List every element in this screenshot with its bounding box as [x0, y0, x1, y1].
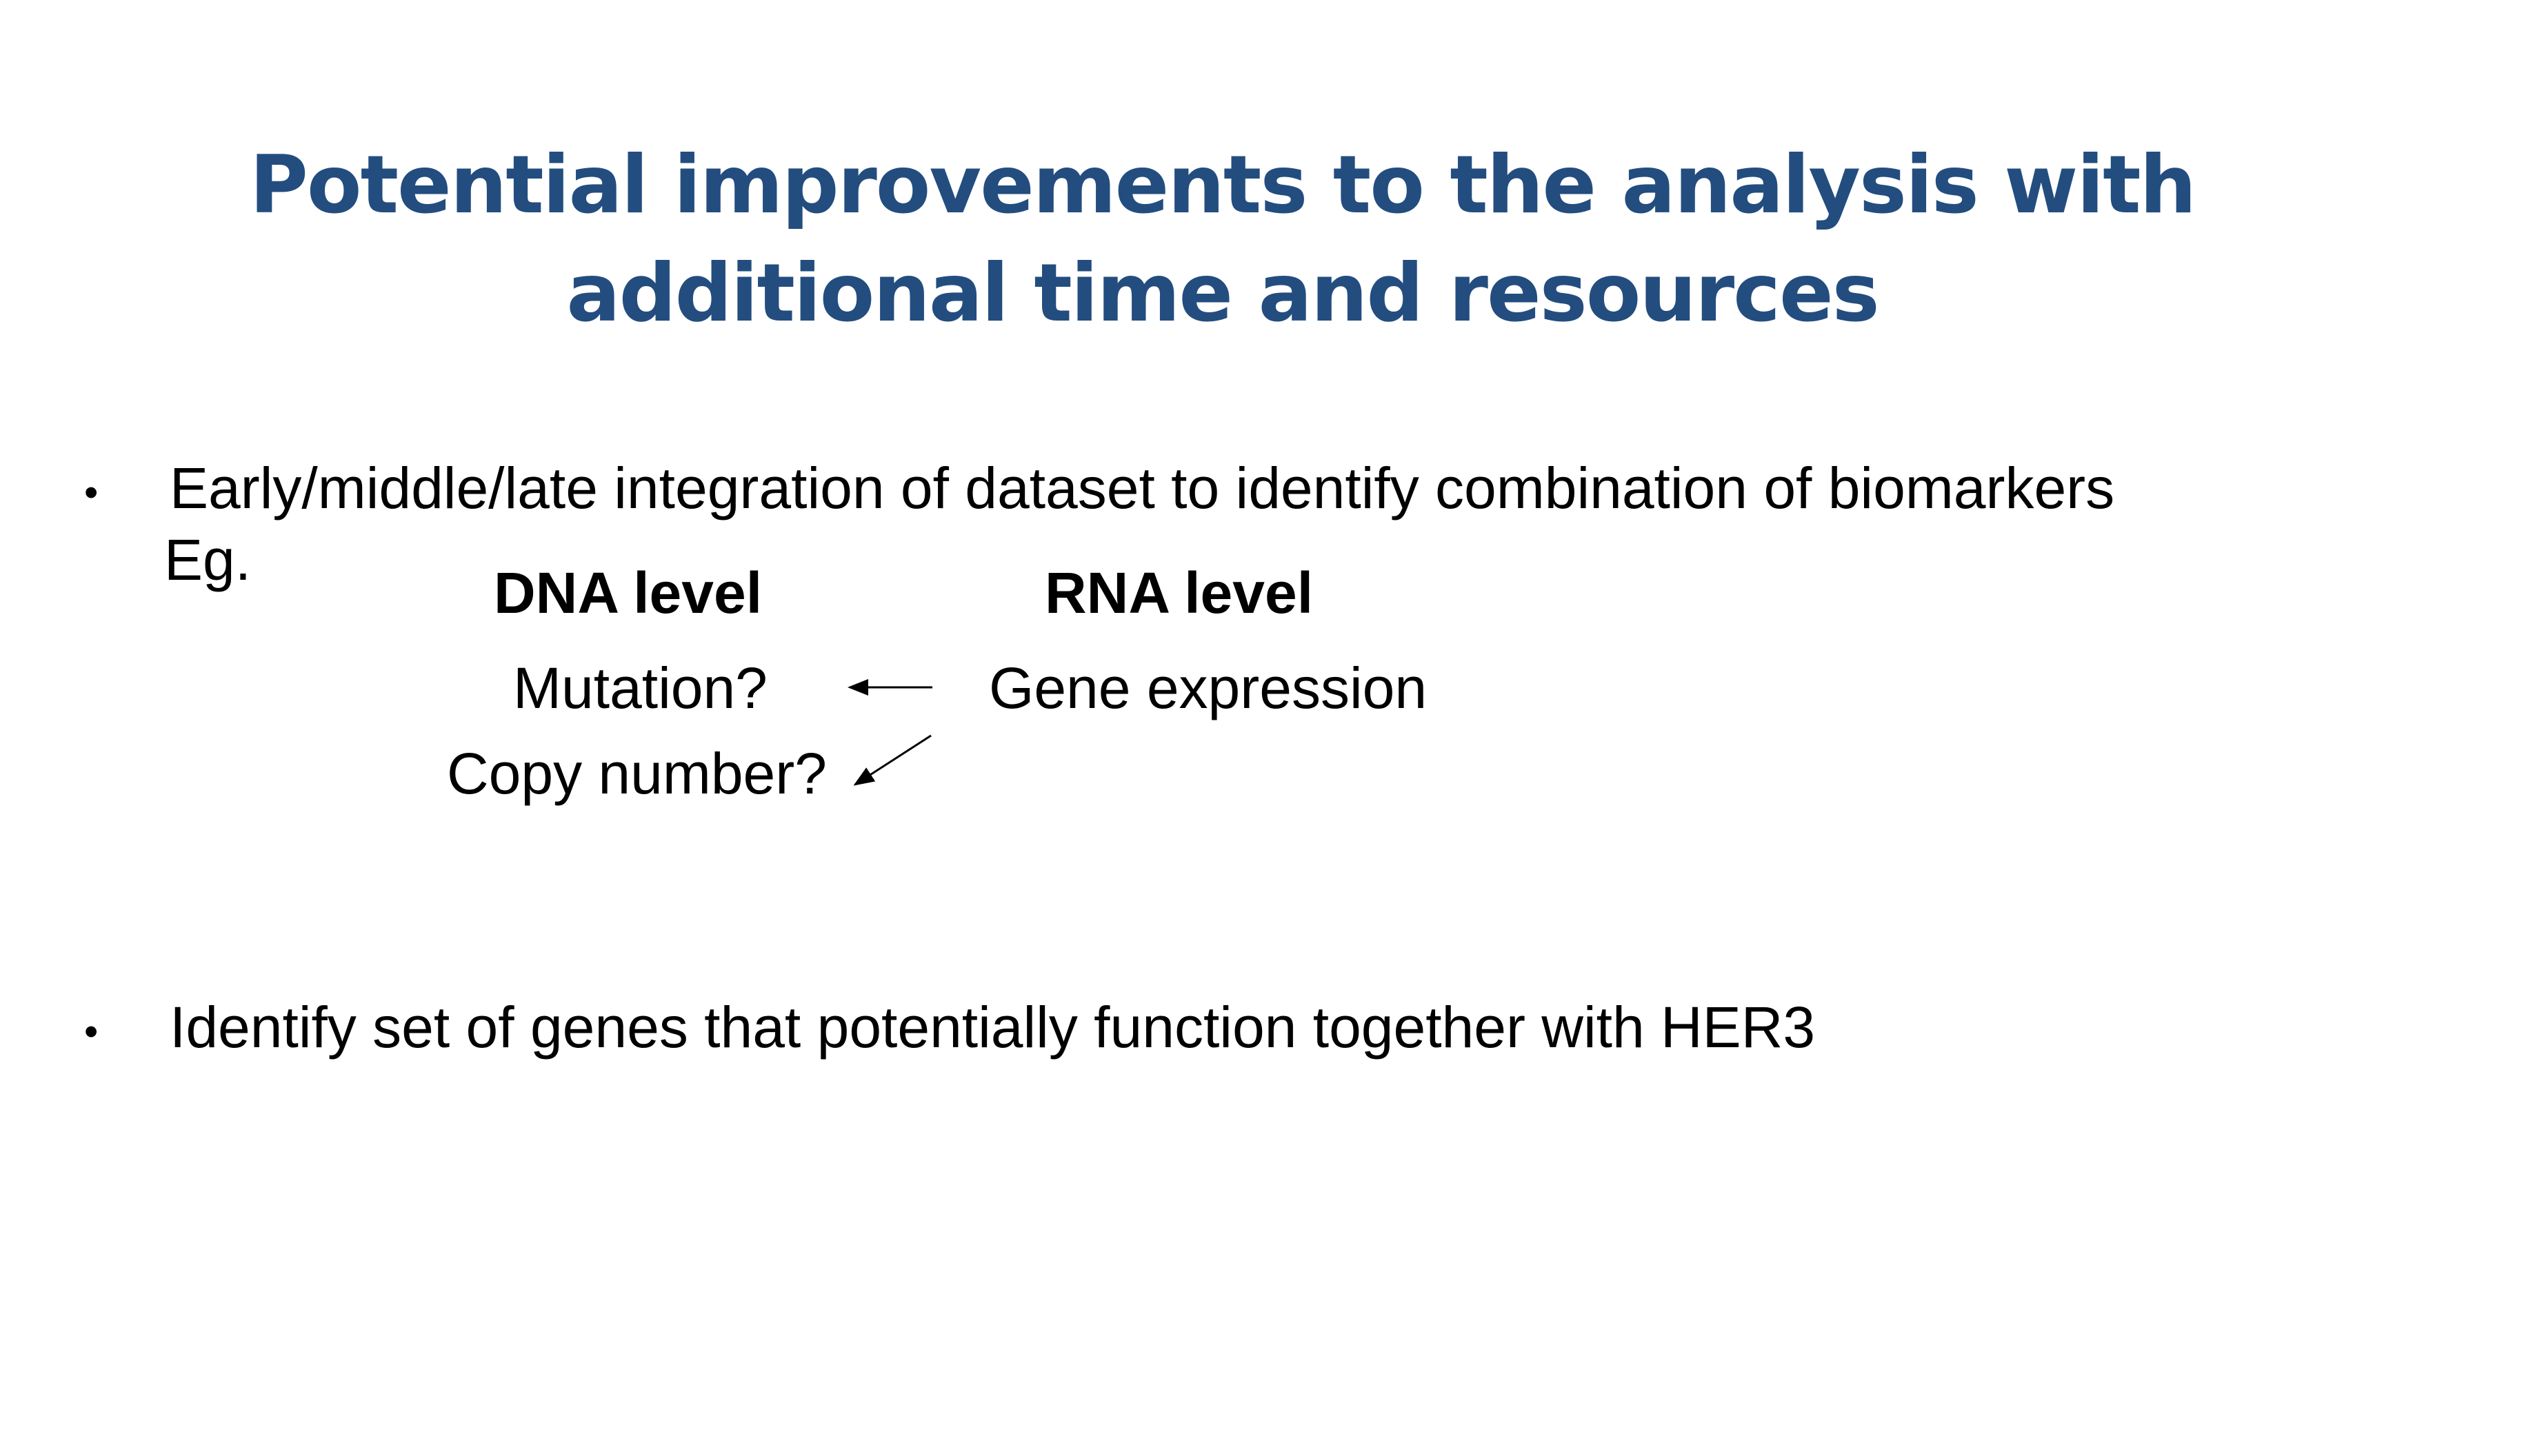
dna-item-mutation: Mutation?	[513, 656, 768, 720]
bullet-text-1: Early/middle/late integration of dataset…	[170, 456, 2115, 520]
example-prefix: Eg.	[164, 527, 252, 592]
dna-item-copy-number: Copy number?	[447, 741, 827, 806]
arrow-gene-expression-to-copy-number	[853, 734, 932, 786]
rna-level-header: RNA level	[1045, 560, 1314, 625]
bullet-marker-1: •	[84, 470, 99, 515]
slide-title-line-1: Potential improvements to the analysis w…	[249, 139, 2196, 232]
bullet-marker-2: •	[84, 1009, 99, 1054]
slide-title-line-2: additional time and resources	[566, 247, 1879, 340]
rna-item-gene-expression: Gene expression	[989, 656, 1428, 720]
slide-title: Potential improvements to the analysis w…	[0, 131, 2445, 347]
bullet-text-2: Identify set of genes that potentially f…	[170, 995, 1816, 1060]
dna-level-header: DNA level	[494, 560, 763, 625]
